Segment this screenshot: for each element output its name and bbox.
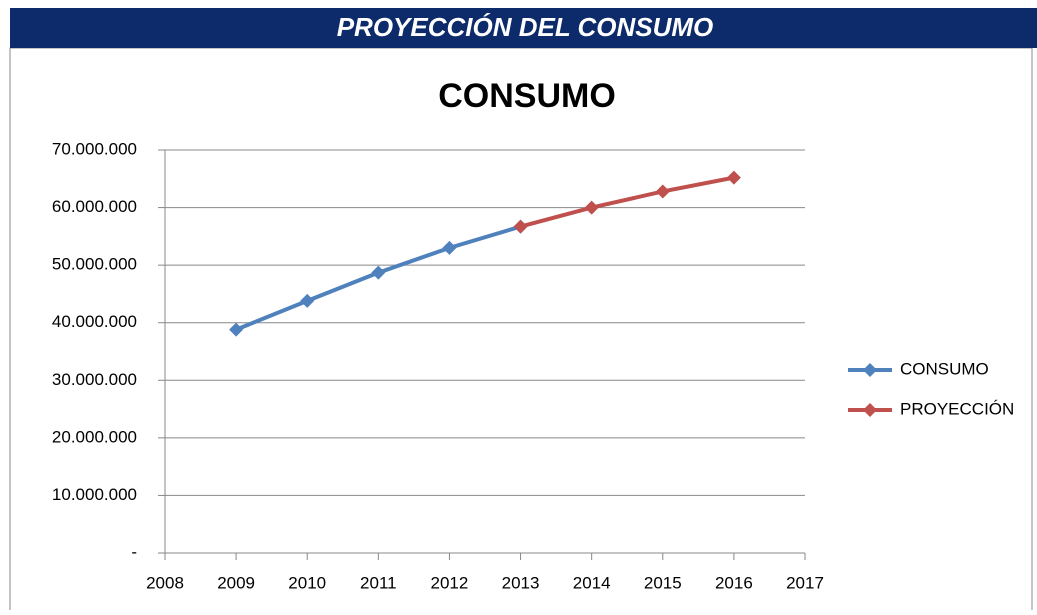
y-tick-label: -: [131, 542, 137, 561]
header-bar: [10, 8, 1037, 48]
x-tick-label: 2012: [431, 573, 469, 592]
x-tick-label: 2014: [573, 573, 611, 592]
x-tick-label: 2009: [217, 573, 255, 592]
data-point: [584, 200, 599, 215]
data-point: [371, 265, 386, 280]
x-tick-label: 2010: [288, 573, 326, 592]
data-point: [513, 219, 528, 234]
data-point: [726, 170, 741, 185]
legend-label: PROYECCIÓN: [900, 399, 1014, 418]
x-tick-label: 2015: [644, 573, 682, 592]
x-tick-label: 2016: [715, 573, 753, 592]
legend-marker: [863, 363, 877, 377]
data-point: [655, 184, 670, 199]
series-line: [520, 175, 735, 229]
data-point: [442, 240, 457, 255]
y-tick-label: 40.000.000: [52, 312, 137, 331]
y-tick-label: 20.000.000: [52, 427, 137, 446]
y-tick-label: 10.000.000: [52, 485, 137, 504]
legend-label: CONSUMO: [900, 359, 989, 378]
x-tick-label: 2008: [146, 573, 184, 592]
y-tick-label: 60.000.000: [52, 197, 137, 216]
chart-title: CONSUMO: [438, 77, 616, 115]
y-tick-label: 50.000.000: [52, 255, 137, 274]
y-tick-label: 70.000.000: [52, 139, 137, 158]
y-tick-label: 30.000.000: [52, 370, 137, 389]
data-point: [229, 322, 244, 337]
x-tick-label: 2013: [502, 573, 540, 592]
header-title: PROYECCIÓN DEL CONSUMO: [337, 12, 714, 42]
data-point: [300, 293, 315, 308]
x-tick-label: 2017: [786, 573, 824, 592]
legend-marker: [863, 403, 877, 417]
x-tick-label: 2011: [360, 573, 397, 592]
chart-frame: [9, 47, 1033, 615]
